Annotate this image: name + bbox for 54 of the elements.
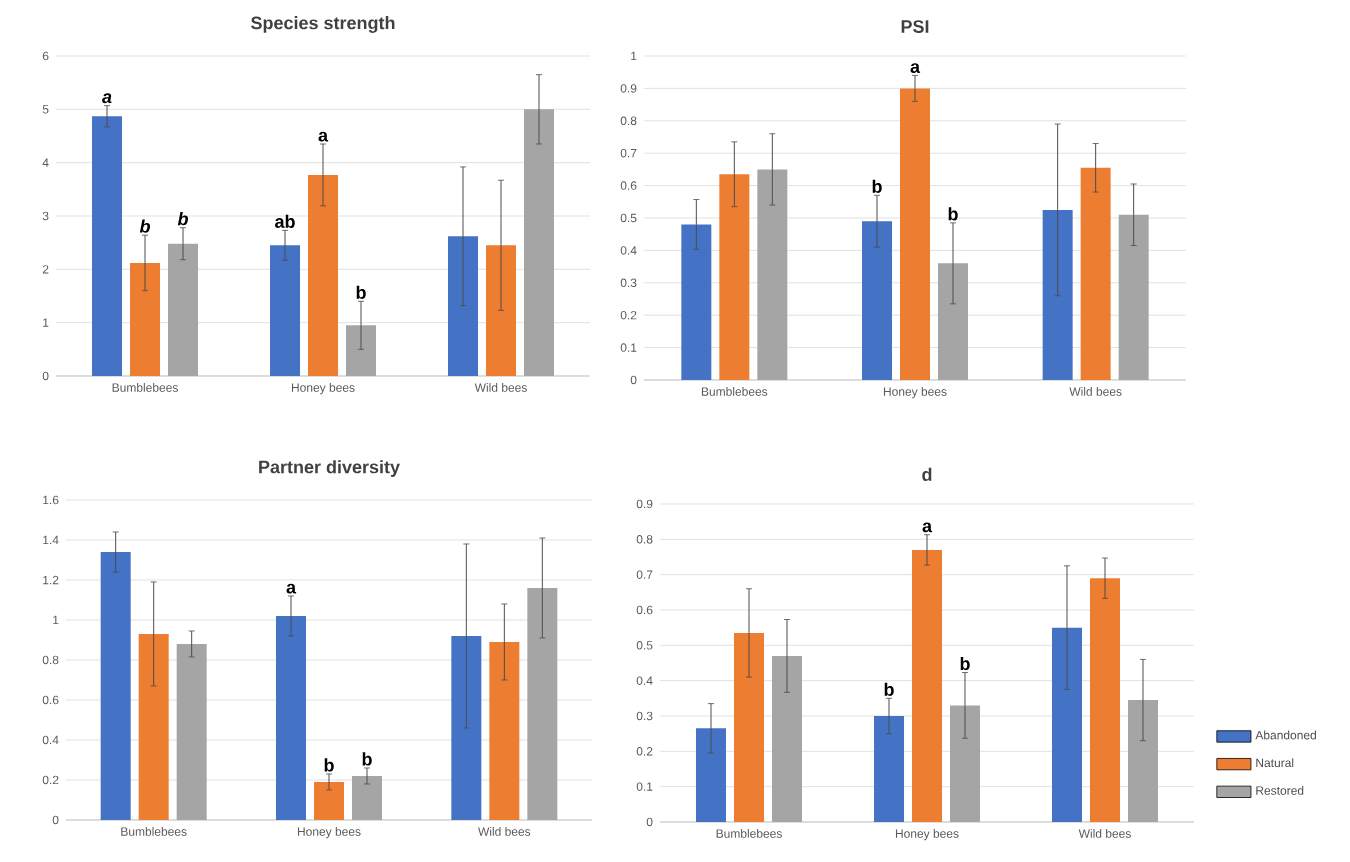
annotation: b: [356, 285, 366, 299]
bar: [937, 263, 968, 380]
bar: [900, 88, 930, 380]
bar: [489, 641, 520, 820]
annotation: b: [324, 758, 334, 772]
bar: [1118, 214, 1149, 380]
bar: [1052, 627, 1082, 822]
annotation: b: [362, 752, 372, 766]
bar: [486, 245, 517, 376]
bar: [874, 715, 904, 822]
bar: [524, 109, 555, 376]
bar: [448, 236, 479, 376]
annotation: b: [960, 656, 970, 671]
annotation: a: [910, 63, 921, 74]
chart-title: Species strength: [251, 16, 395, 33]
annotation: a: [318, 131, 329, 142]
bar: [276, 615, 307, 820]
chart-title: PSI: [901, 20, 929, 33]
annotation: b: [948, 207, 958, 221]
bar: [719, 174, 750, 380]
annotation: a: [102, 93, 112, 104]
bar: [176, 643, 207, 820]
bar: [696, 728, 727, 822]
bar: [1089, 578, 1120, 822]
bar: [950, 705, 980, 822]
bar: [772, 655, 803, 822]
annotation: b: [177, 212, 188, 226]
bar: [314, 781, 345, 820]
bar: [527, 587, 558, 820]
bar: [912, 549, 942, 822]
annotation: b: [884, 682, 894, 696]
annotation: a: [286, 583, 297, 594]
chart-title: d: [922, 467, 932, 481]
bar: [681, 224, 712, 380]
bar: [308, 174, 339, 376]
bar: [451, 635, 482, 820]
bar: [862, 221, 892, 380]
bar: [734, 632, 765, 822]
bar: [1080, 167, 1111, 380]
annotation: b: [139, 219, 150, 233]
bar: [138, 633, 169, 820]
bar: [92, 116, 123, 376]
bar: [100, 551, 131, 820]
bar: [346, 325, 377, 376]
bar: [352, 775, 383, 820]
bar: [168, 243, 199, 376]
bar: [130, 262, 161, 376]
annotation: a: [922, 522, 933, 533]
annotation: b: [872, 179, 882, 193]
bar: [757, 169, 788, 380]
bar: [1127, 700, 1158, 822]
annotation: ab: [275, 214, 295, 228]
bar: [270, 245, 301, 376]
chart-title: Partner diversity: [259, 460, 400, 477]
